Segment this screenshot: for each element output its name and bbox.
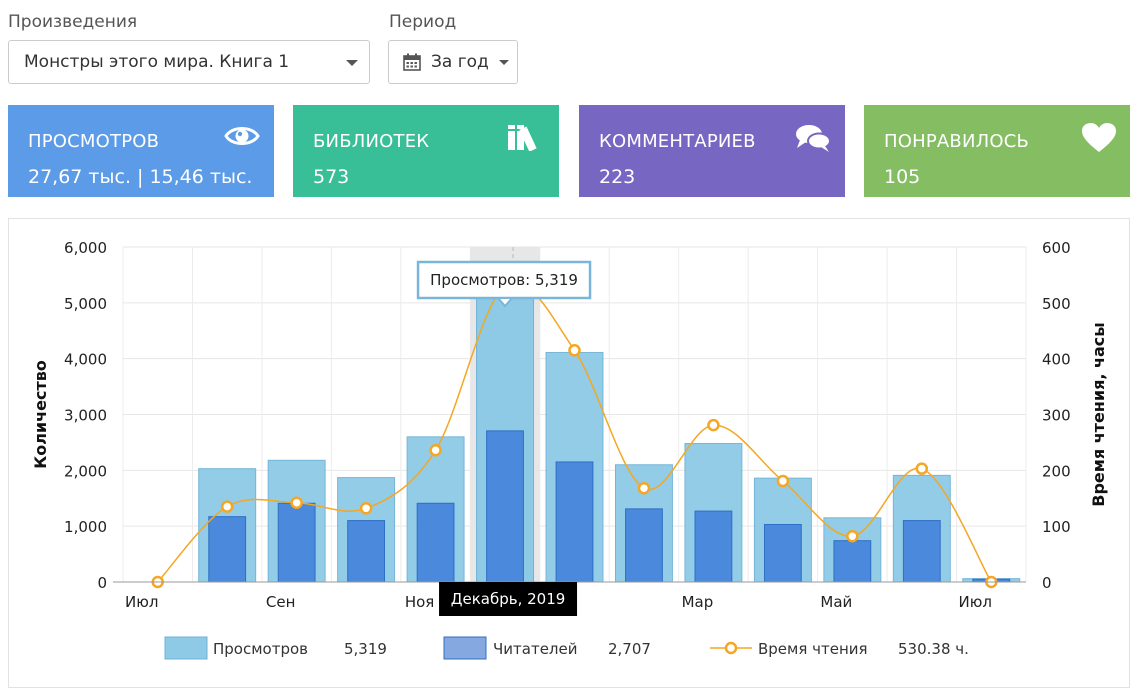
y-tick-label: 3,000 (64, 407, 107, 425)
bar-readers[interactable] (763, 523, 802, 583)
bar-readers[interactable] (416, 502, 455, 583)
bar-readers[interactable] (347, 520, 386, 583)
legend-time-label: Время чтения (758, 640, 868, 658)
reading-time-point[interactable] (290, 496, 303, 509)
tooltip-text: Просмотров: 5,319 (430, 271, 578, 289)
bar-readers[interactable] (833, 540, 872, 583)
y-tick-label: 6,000 (64, 239, 107, 257)
y-axis-title: Количество (31, 360, 50, 469)
works-label: Произведения (8, 12, 138, 32)
comments-icon (796, 125, 831, 152)
x-tick-label: Ноя (405, 593, 434, 611)
books-icon (508, 125, 537, 151)
reading-time-point[interactable] (846, 529, 859, 543)
reading-time-point[interactable] (359, 502, 373, 515)
crosshair-x-label: Декабрь, 2019 (451, 590, 566, 608)
x-tick-label: Июл (959, 593, 992, 611)
libraries-card-value: 573 (313, 166, 350, 188)
reading-time-point[interactable] (707, 418, 720, 432)
y-right-tick-label: 600 (1042, 239, 1071, 257)
views-card-value: 27,67 тыс. | 15,46 тыс. (28, 166, 253, 188)
reading-time-point[interactable] (220, 500, 234, 513)
reading-time-point[interactable] (568, 344, 581, 357)
bar-readers[interactable] (555, 461, 594, 583)
legend-views-label: Просмотров (213, 640, 308, 658)
x-tick-label: Июл (125, 593, 158, 611)
likes-card-title: ПОНРАВИЛОСЬ (884, 131, 1030, 152)
y-right-axis-title: Время чтения, часы (1089, 322, 1108, 506)
y-tick-label: 1,000 (64, 518, 107, 536)
comments-card-value: 223 (599, 166, 636, 188)
reading-time-point[interactable] (429, 443, 442, 457)
period-select-value: За год (431, 52, 489, 72)
reading-time-point[interactable] (915, 462, 929, 475)
likes-card: ПОНРАВИЛОСЬ 105 (864, 105, 1130, 197)
comments-card: КОММЕНТАРИЕВ 223 (579, 105, 845, 197)
bar-readers[interactable] (902, 520, 941, 583)
y-right-tick-label: 200 (1042, 462, 1071, 480)
legend-time-value: 530.38 ч. (898, 640, 969, 658)
bar-readers[interactable] (208, 516, 247, 583)
chevron-down-icon (346, 60, 358, 66)
works-select-value: Монстры этого мира. Книга 1 (24, 52, 290, 72)
y-tick-label: 2,000 (64, 462, 107, 480)
crosshair-x-label-box (439, 582, 578, 616)
reading-time-point[interactable] (776, 474, 790, 488)
bar-readers[interactable] (694, 510, 733, 583)
likes-card-value: 105 (884, 166, 921, 188)
y-right-tick-label: 0 (1042, 574, 1052, 592)
views-card: ПРОСМОТРОВ 27,67 тыс. | 15,46 тыс. (8, 105, 274, 197)
calendar-icon (403, 53, 421, 71)
eye-icon (224, 127, 260, 145)
comments-card-title: КОММЕНТАРИЕВ (599, 131, 756, 152)
y-right-tick-label: 300 (1042, 407, 1071, 425)
x-tick-label: Май (820, 593, 852, 611)
period-label: Период (389, 12, 457, 32)
caret-down-icon (498, 59, 509, 65)
bar-readers[interactable] (277, 502, 316, 583)
legend-readers-label: Читателей (493, 640, 578, 658)
legend-readers-value: 2,707 (608, 640, 651, 658)
legend-views-swatch (164, 636, 208, 660)
bar-readers[interactable] (486, 430, 524, 583)
y-right-tick-label: 500 (1042, 295, 1071, 313)
tooltip-pointer (495, 297, 515, 308)
period-select[interactable]: За год (388, 40, 518, 84)
y-tick-label: 5,000 (64, 295, 107, 313)
y-right-tick-label: 400 (1042, 351, 1071, 369)
legend-views-value: 5,319 (344, 640, 387, 658)
x-tick-label: Мар (682, 593, 714, 611)
reading-time-point[interactable] (637, 481, 651, 495)
y-right-tick-label: 100 (1042, 518, 1071, 536)
works-select[interactable]: Монстры этого мира. Книга 1 (8, 40, 370, 84)
bar-readers[interactable] (625, 508, 663, 583)
y-tick-label: 4,000 (64, 351, 107, 369)
legend-time-marker (724, 641, 738, 655)
heart-icon (1082, 123, 1116, 152)
views-card-title: ПРОСМОТРОВ (28, 131, 160, 152)
legend-readers-swatch (443, 636, 487, 660)
y-tick-label: 0 (97, 574, 107, 592)
x-tick-label: Сен (266, 593, 296, 611)
libraries-card-title: БИБЛИОТЕК (313, 131, 430, 152)
libraries-card: БИБЛИОТЕК 573 (293, 105, 559, 197)
